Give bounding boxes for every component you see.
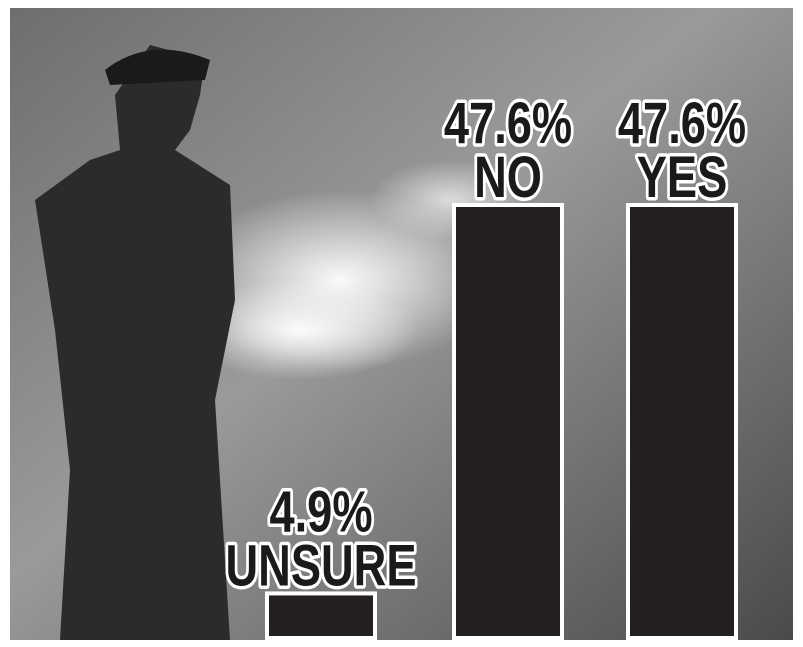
category-label: NO xyxy=(474,146,542,211)
bar xyxy=(267,593,375,638)
bar xyxy=(454,205,562,638)
category-label: YES xyxy=(637,146,728,211)
page: {"chart_data": {"type": "bar", "categori… xyxy=(0,0,803,647)
category-label: UNSURE xyxy=(226,534,417,599)
chart: 4.9%UNSURE47.6%NO47.6%YES xyxy=(0,0,803,647)
bar xyxy=(628,205,736,638)
